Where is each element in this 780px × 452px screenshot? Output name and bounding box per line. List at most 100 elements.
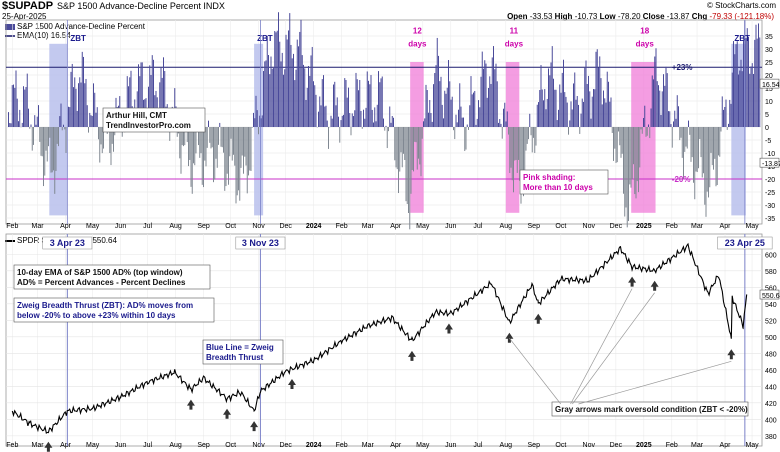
bottom-x-tick-label: Jul <box>143 442 152 449</box>
low-value: -78.20 <box>617 12 641 21</box>
bottom-x-tick-label: Nov <box>583 442 596 449</box>
adp-bar <box>199 127 201 158</box>
adp-bar <box>449 81 451 127</box>
top-x-tick-label: Nov <box>583 223 596 230</box>
adp-bar <box>371 109 373 127</box>
adp-bar <box>103 127 104 149</box>
adp-bar <box>58 127 59 147</box>
top-y-tick-label: 30 <box>765 47 773 54</box>
adp-bar <box>286 39 288 127</box>
copyright-text: © StockCharts.com <box>706 1 776 10</box>
adp-bar <box>469 105 471 127</box>
adp-bar <box>600 78 602 127</box>
top-x-tick-label: Feb <box>666 223 678 230</box>
adp-bar <box>649 127 651 139</box>
adp-bar <box>656 81 658 127</box>
adp-bar <box>443 118 444 127</box>
adp-bar <box>34 115 36 127</box>
adp-bar <box>709 127 711 188</box>
oversold-arrow <box>250 421 259 432</box>
adp-bar <box>109 127 111 153</box>
ticker-symbol[interactable]: $SUPADP <box>2 0 54 12</box>
adp-bar <box>238 127 239 191</box>
adp-bar <box>184 127 186 146</box>
adp-bar <box>634 127 636 195</box>
adp-bar <box>163 57 164 127</box>
adp-bar <box>15 70 17 127</box>
top-x-tick-label: Nov <box>252 223 265 230</box>
gray-arrow-note-line: Gray arrows mark oversold condition (ZBT… <box>555 405 748 414</box>
adp-bar <box>113 127 114 152</box>
adp-bar <box>188 127 189 167</box>
bottom-y-tick-label: 380 <box>765 434 777 441</box>
pink-day-count: 18 <box>640 26 649 35</box>
adp-bar <box>36 116 38 127</box>
adp-bar <box>450 99 452 127</box>
adp-bar <box>416 127 418 170</box>
adp-bar <box>248 127 249 176</box>
adp-bar <box>494 69 496 127</box>
author-credit-line: Arthur Hill, CMT <box>106 111 167 120</box>
adp-bar <box>401 127 403 168</box>
adp-bar <box>279 41 281 128</box>
adp-bar <box>754 39 756 128</box>
adp-bar <box>224 127 226 191</box>
zbt-definition-box <box>13 297 215 323</box>
adp-bar <box>488 87 489 127</box>
adp-bar <box>46 127 48 162</box>
arrow-leader-line <box>572 292 655 405</box>
adp-bar <box>695 127 697 172</box>
adp-bar <box>586 83 588 127</box>
chg-value: -79.33 (-121.18%) <box>709 12 774 21</box>
adp-bar <box>525 127 527 151</box>
adp-bar <box>60 103 62 127</box>
adp-bar <box>78 83 79 127</box>
oversold-arrow <box>223 408 232 419</box>
pink-day-count: 11 <box>510 26 519 35</box>
adp-bar <box>536 104 538 127</box>
adp-bar <box>111 127 113 144</box>
adp-bar <box>334 81 336 127</box>
top-x-tick-label: Feb <box>6 223 18 230</box>
high-value: -10.73 <box>574 12 598 21</box>
blue-line-note-line: Blue Line = Zweig <box>206 343 274 352</box>
adp-bar <box>683 127 684 180</box>
adp-bar <box>399 127 401 172</box>
adp-bar <box>55 127 57 171</box>
bottom-panel-frame <box>5 233 763 447</box>
adp-bar <box>211 127 213 148</box>
adp-bar <box>546 98 548 127</box>
legend-ema-label: EMA(10) 16.54 <box>17 31 71 40</box>
adp-bar <box>214 127 216 180</box>
adp-bar <box>590 118 592 127</box>
adp-bar <box>466 124 468 127</box>
bottom-x-tick-label: Apr <box>390 442 402 449</box>
oversold-arrow <box>727 349 736 360</box>
adp-bar <box>451 96 453 127</box>
adp-bar <box>685 127 687 147</box>
price-value-label: 550.64 <box>762 293 780 300</box>
adp-bar <box>659 90 661 127</box>
adp-bar <box>284 69 286 127</box>
adp-bar <box>96 107 98 127</box>
adp-bar <box>336 97 338 127</box>
adp-bar <box>241 127 243 156</box>
blue-line-note-line: Breadth Thrust <box>206 353 264 362</box>
ad-definition-line: AD% = Percent Advances - Percent Decline… <box>17 278 186 287</box>
adp-bar <box>335 105 337 127</box>
adp-bar <box>643 117 644 127</box>
oversold-arrow <box>650 280 659 291</box>
adp-bar <box>345 80 347 127</box>
adp-bar <box>666 73 668 127</box>
adp-bar <box>28 108 29 127</box>
top-x-tick-label: Apr <box>60 223 72 230</box>
pink-shading-note-box <box>519 169 609 195</box>
adp-bar <box>209 127 211 143</box>
pink-day-word: days <box>636 39 655 48</box>
adp-bar <box>580 113 582 127</box>
adp-bar <box>354 110 356 127</box>
adp-bar <box>261 115 263 127</box>
adp-bar <box>558 109 559 127</box>
adp-bar <box>153 59 154 127</box>
oversold-arrow <box>444 323 453 334</box>
